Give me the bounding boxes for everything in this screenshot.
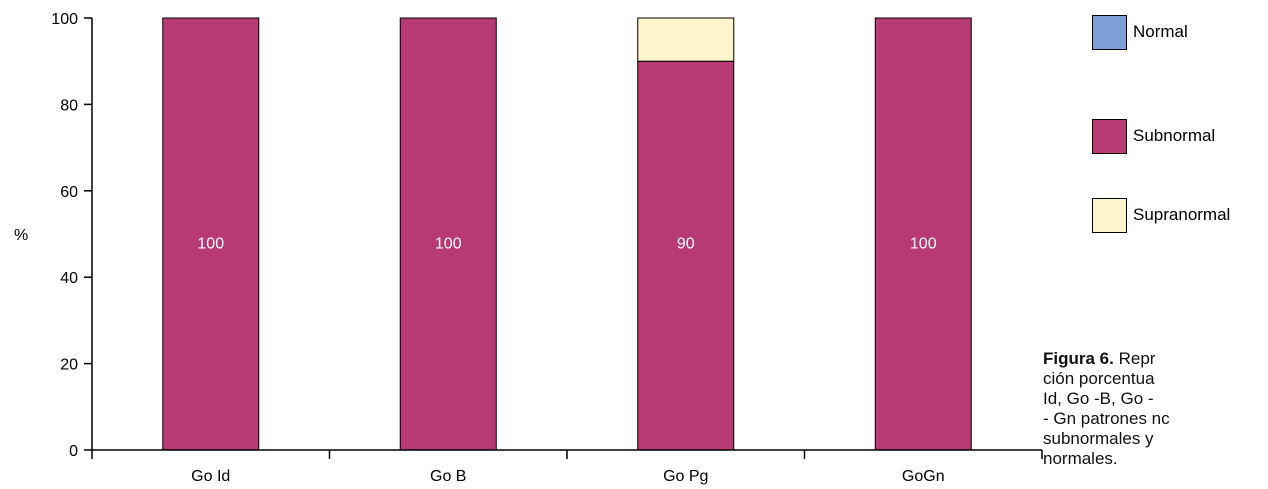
caption-figure-number: Figura 6. xyxy=(1043,349,1114,368)
legend-item-supranormal: Supranormal xyxy=(1092,195,1230,235)
caption-text: Id, Go -B, Go - xyxy=(1043,389,1154,408)
legend-label-supranormal: Supranormal xyxy=(1133,205,1231,224)
x-axis-labels: Go Id Go B Go Pg GoGn xyxy=(191,468,944,485)
caption-line: ción porcentua xyxy=(1043,369,1268,389)
legend-swatch-subnormal xyxy=(1092,118,1127,154)
legend-swatch-normal xyxy=(1092,14,1127,50)
caption-text: - Gn patrones nc xyxy=(1043,409,1170,428)
caption-line: - Gn patrones nc xyxy=(1043,409,1268,429)
caption-text: Repr xyxy=(1113,349,1156,368)
bar-subnormal xyxy=(874,17,972,451)
caption-line: subnormales y xyxy=(1043,429,1268,449)
axes xyxy=(91,18,1043,459)
legend-label-subnormal: Subnormal xyxy=(1133,126,1216,145)
caption-line: normales. xyxy=(1043,449,1268,469)
bar-data-label: 100 xyxy=(197,236,224,253)
y-tick-label: 40 xyxy=(60,270,78,287)
y-tick-label: 100 xyxy=(51,11,78,28)
bar-supranormal xyxy=(637,17,735,62)
x-tick-label: Go Id xyxy=(191,468,230,485)
caption-line: Id, Go -B, Go - xyxy=(1043,389,1268,409)
x-tick-label: GoGn xyxy=(902,468,945,485)
y-tick-label: 0 xyxy=(69,443,78,460)
legend: Normal Subnormal Supranormal xyxy=(1092,0,1268,260)
y-tick-label: 20 xyxy=(60,357,78,374)
figure-caption: Figura 6. Repr ción porcentua Id, Go -B,… xyxy=(1043,349,1268,469)
bars: 100 100 90 100 xyxy=(162,17,972,451)
bar-data-label: 90 xyxy=(677,236,695,253)
legend-label-normal: Normal xyxy=(1133,22,1188,41)
y-axis-label: % xyxy=(14,227,28,244)
y-axis-ticks: 0 20 40 60 80 100 xyxy=(51,11,92,460)
y-tick-label: 80 xyxy=(60,97,78,114)
x-tick-label: Go Pg xyxy=(663,468,708,485)
legend-item-normal: Normal xyxy=(1092,12,1188,52)
legend-item-subnormal: Subnormal xyxy=(1092,116,1215,156)
legend-swatch-supranormal xyxy=(1092,197,1127,233)
caption-text: normales. xyxy=(1043,449,1118,468)
caption-text: ción porcentua xyxy=(1043,369,1155,388)
y-tick-label: 60 xyxy=(60,184,78,201)
caption-text: subnormales y xyxy=(1043,429,1154,448)
bar-subnormal xyxy=(637,60,735,451)
bar-subnormal xyxy=(399,17,497,451)
bar-subnormal xyxy=(162,17,260,451)
bar-data-label: 100 xyxy=(910,236,937,253)
bar-data-label: 100 xyxy=(435,236,462,253)
caption-line: Figura 6. Repr xyxy=(1043,349,1268,369)
x-tick-label: Go B xyxy=(430,468,466,485)
